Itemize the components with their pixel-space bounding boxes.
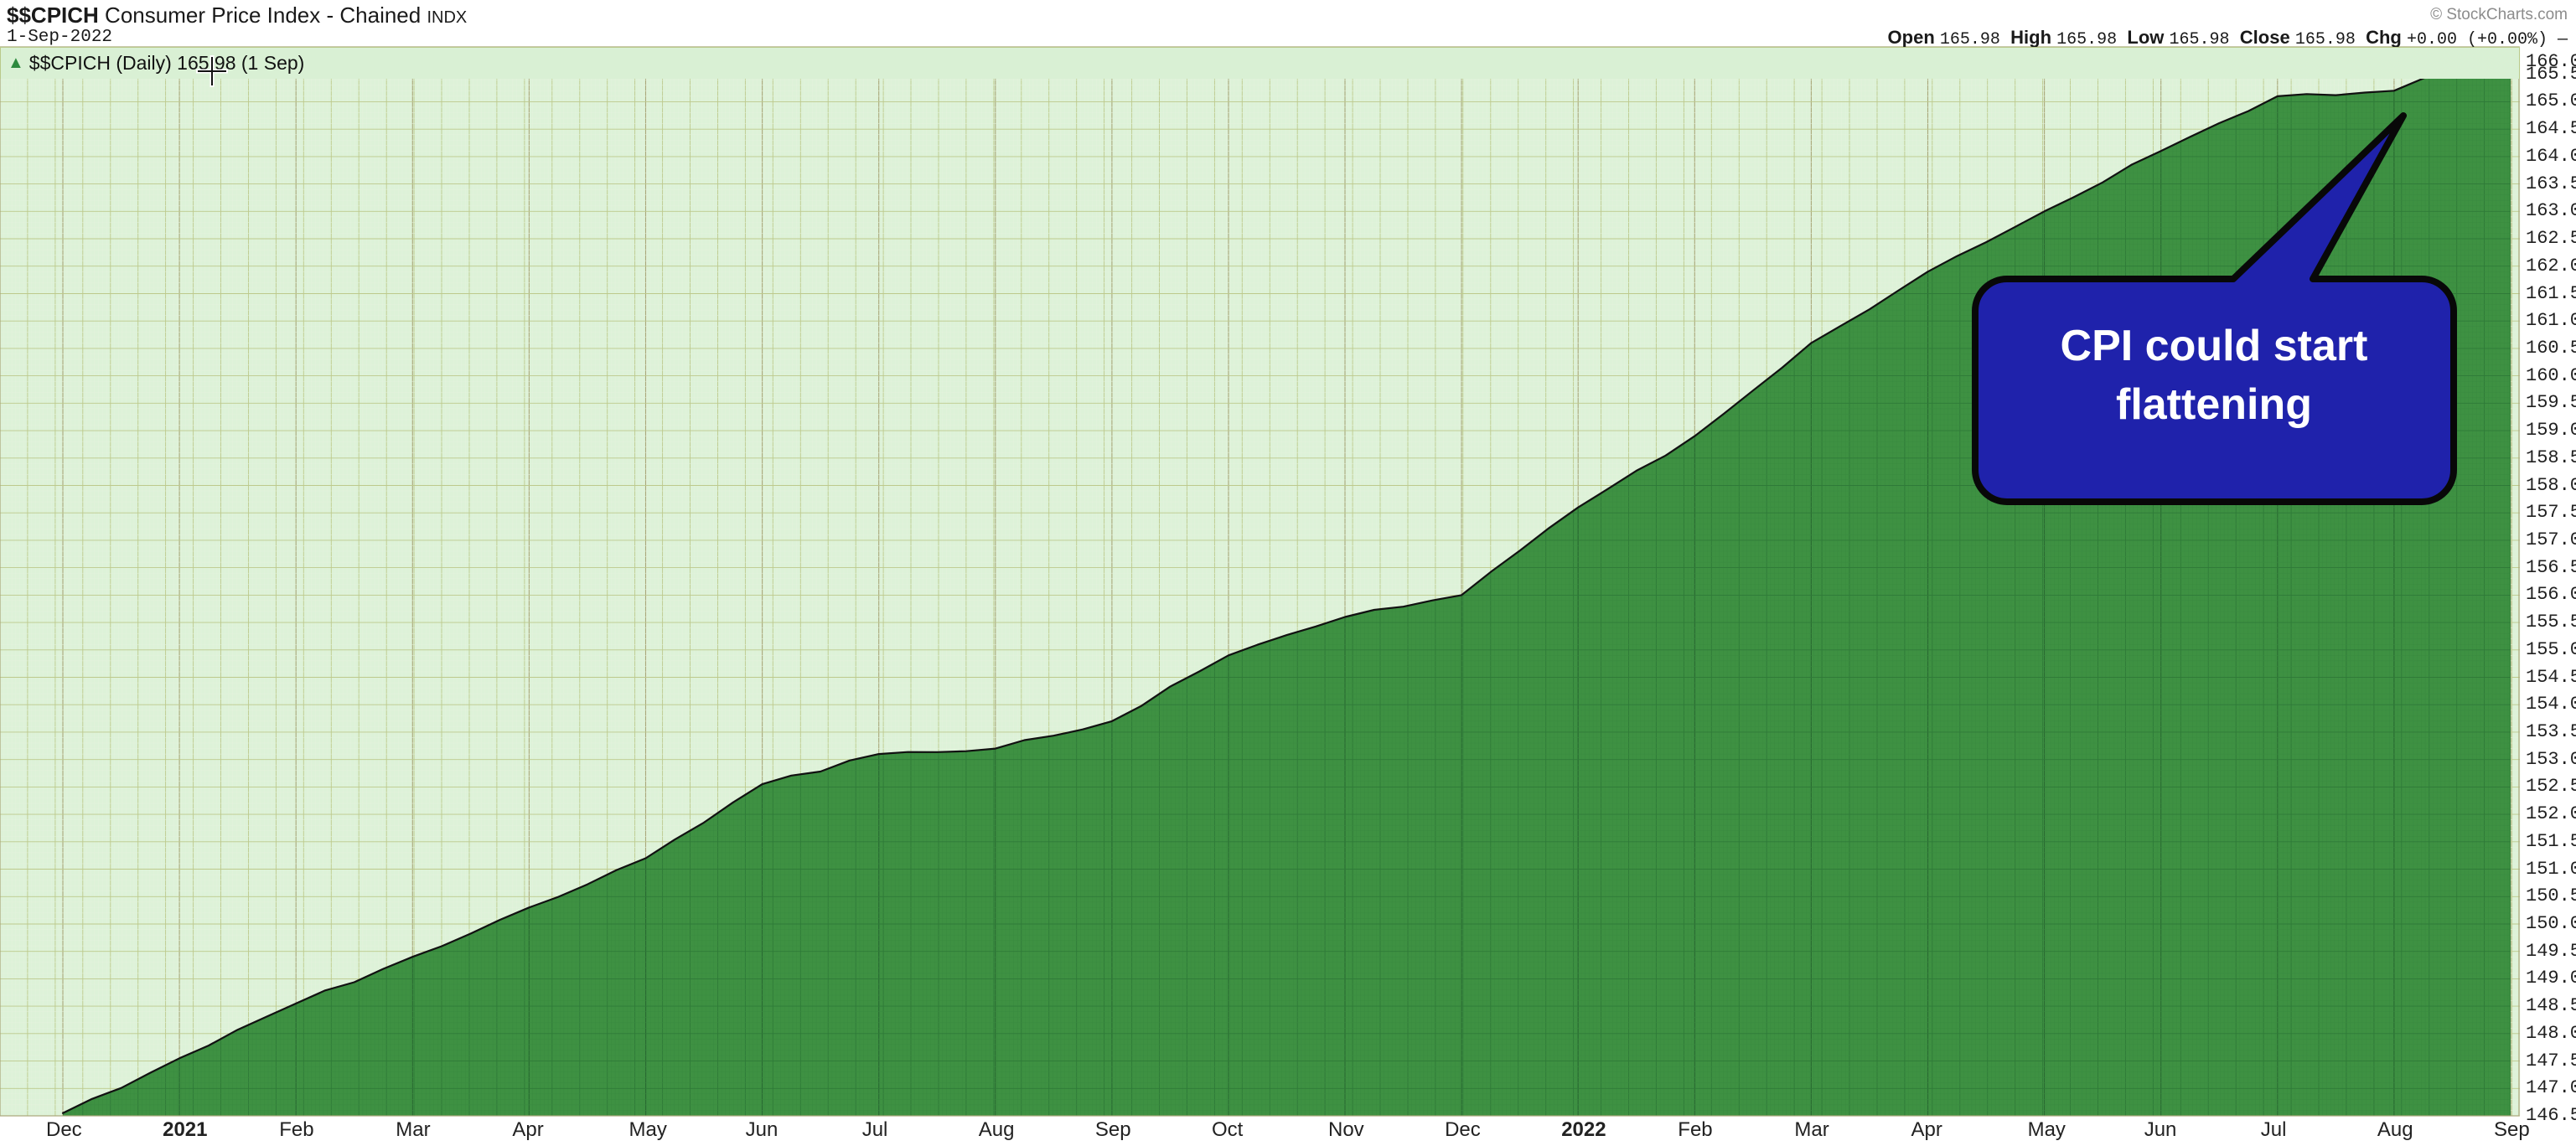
svg-text:CPI could start: CPI could start xyxy=(2061,322,2368,370)
svg-text:flattening: flattening xyxy=(2116,380,2312,429)
